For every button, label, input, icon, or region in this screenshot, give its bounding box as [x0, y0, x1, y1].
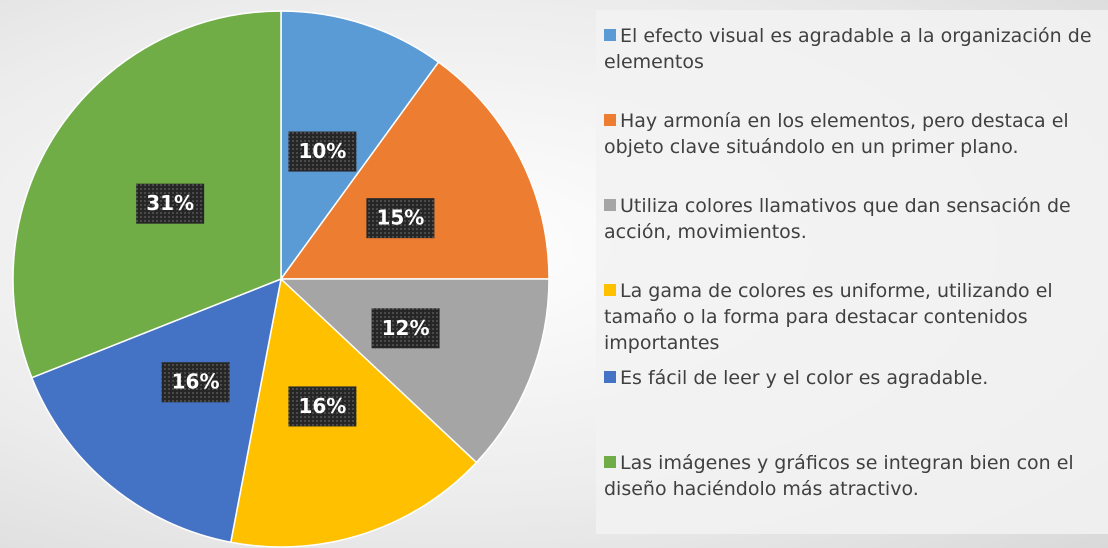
legend-swatch — [604, 29, 616, 41]
legend-swatch — [604, 371, 616, 383]
legend-label: Las imágenes y gráficos se integran bien… — [604, 452, 1074, 500]
legend-label: Utiliza colores llamativos que dan sensa… — [604, 195, 1071, 243]
legend-item: Es fácil de leer y el color es agradable… — [604, 365, 1094, 391]
value-label-bg — [288, 131, 357, 172]
legend-item: Las imágenes y gráficos se integran bien… — [604, 450, 1094, 502]
legend-item: El efecto visual es agradable a la organ… — [604, 23, 1094, 75]
value-label: 15% — [376, 206, 424, 230]
legend: El efecto visual es agradable a la organ… — [596, 10, 1108, 534]
value-label-bg — [161, 362, 230, 403]
value-label: 16% — [298, 394, 346, 418]
legend-swatch — [604, 114, 616, 126]
value-label: 10% — [298, 139, 346, 163]
pie-slice — [279, 61, 550, 280]
value-label: 12% — [382, 316, 430, 340]
legend-item: Utiliza colores llamativos que dan sensa… — [604, 193, 1094, 245]
pie-slice — [280, 10, 440, 282]
legend-item: Hay armonía en los elementos, pero desta… — [604, 108, 1094, 160]
legend-swatch — [604, 199, 616, 211]
pie-chart: 10% 15% 12% 16% 16% 31% — [12, 10, 550, 548]
legend-label: Hay armonía en los elementos, pero desta… — [604, 110, 1069, 158]
value-label-bg — [366, 198, 435, 239]
pie-slice — [30, 277, 282, 544]
legend-item: La gama de colores es uniforme, utilizan… — [604, 278, 1094, 356]
legend-swatch — [604, 456, 616, 468]
legend-label: Es fácil de leer y el color es agradable… — [620, 367, 989, 389]
legend-swatch — [604, 284, 616, 296]
value-label-bg — [136, 183, 205, 224]
value-label: 31% — [146, 191, 194, 215]
value-label-bg — [371, 308, 440, 349]
value-label-bg — [288, 386, 357, 427]
legend-label: La gama de colores es uniforme, utilizan… — [604, 280, 1053, 354]
pie-slice — [279, 278, 550, 464]
value-label: 16% — [172, 370, 220, 394]
legend-label: El efecto visual es agradable a la organ… — [604, 25, 1092, 73]
